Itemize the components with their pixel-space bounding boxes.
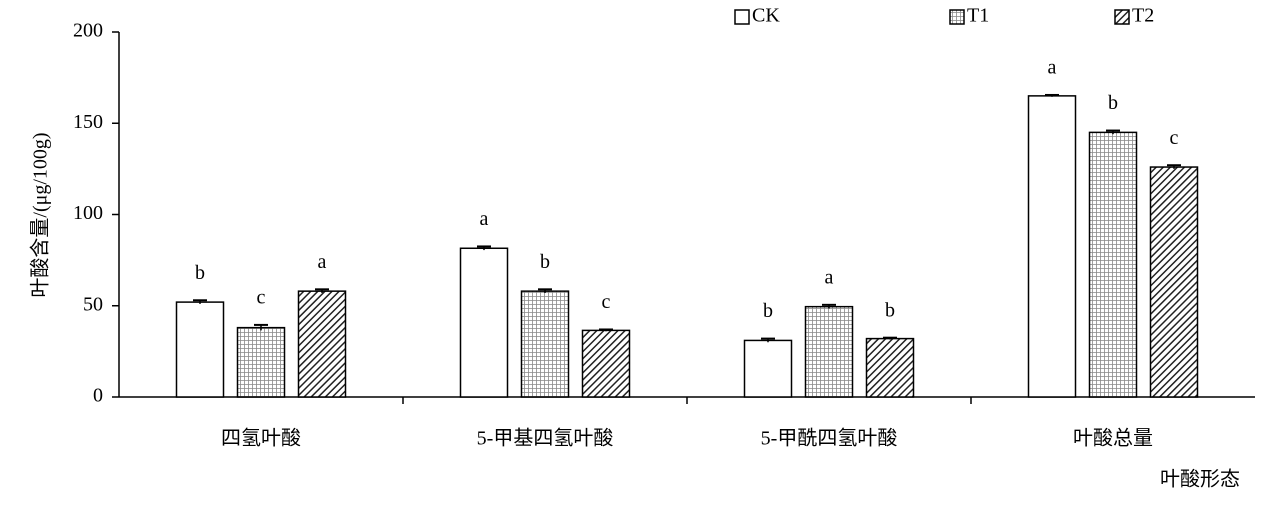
significance-label: a [480,208,489,230]
bar [520,290,570,398]
bar [804,305,854,398]
x-tick-label: 5-甲酰四氢叶酸 [761,427,898,450]
y-tick-label: 150 [73,111,103,133]
significance-label: b [195,262,205,284]
y-tick-label: 100 [73,202,103,224]
y-axis-label: 叶酸含量/(μg/100g) [29,132,52,297]
legend-swatch [734,9,750,25]
significance-label: a [1048,57,1057,79]
legend-label: T1 [967,5,989,27]
legend-label: T2 [1132,5,1154,27]
bar [459,247,509,398]
significance-label: a [318,251,327,273]
significance-label: b [1108,92,1118,114]
y-tick-label: 200 [73,20,103,42]
significance-label: b [763,300,773,322]
bar [865,337,915,398]
bar [175,301,225,398]
bar [581,329,631,398]
bar [743,339,793,398]
bar [297,290,347,398]
legend-swatch [949,9,965,25]
x-tick-label: 5-甲基四氢叶酸 [477,427,614,450]
significance-label: c [1170,127,1179,149]
significance-label: c [602,291,611,313]
bar [1027,95,1077,398]
x-tick-label: 四氢叶酸 [221,427,301,450]
significance-label: b [540,251,550,273]
bar [1088,131,1138,398]
x-tick-label: 叶酸总量 [1073,427,1153,450]
bar [236,326,286,398]
bar [1149,166,1199,398]
legend-swatch [1114,9,1130,25]
significance-label: a [825,266,834,288]
significance-label: b [885,299,895,321]
significance-label: c [257,287,266,309]
x-axis-label: 叶酸形态 [1160,468,1240,491]
y-tick-label: 50 [83,293,103,315]
legend-label: CK [752,5,780,27]
y-tick-label: 0 [93,385,103,407]
